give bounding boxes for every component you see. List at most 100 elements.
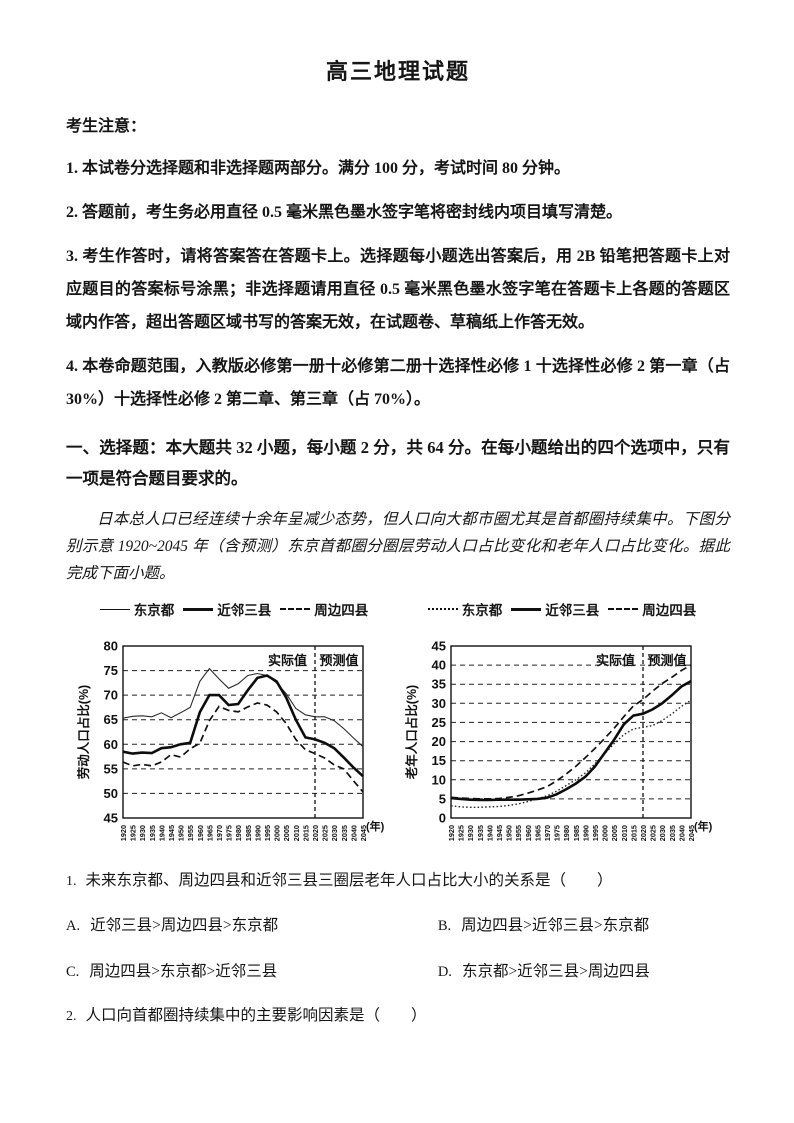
thick-line-icon — [183, 607, 214, 611]
svg-text:25: 25 — [432, 715, 446, 730]
legend-item-neighbor: 近邻三县 — [183, 599, 271, 619]
exam-page: 高三地理试题 考生注意： 1. 本试卷分选择题和非选择题两部分。满分 100 分… — [66, 59, 730, 1030]
svg-text:1995: 1995 — [591, 825, 600, 841]
legend-item-outer: 周边四县 — [608, 599, 696, 619]
actual-value-label: 实际值 — [268, 653, 307, 668]
option-d-text: 东京都>近邻三县>周边四县 — [461, 963, 650, 980]
svg-text:1985: 1985 — [244, 825, 253, 841]
labor-population-chart: 东京都 近邻三县 周边四县 实际值 预测值 劳动人口占比(%) (年) 45 50… — [75, 599, 393, 856]
question-1-options: A. 近邻三县>周边四县>东京都 B. 周边四县>近邻三县>东京都 C. 周边四县>东… — [66, 913, 730, 981]
svg-text:1930: 1930 — [466, 825, 475, 841]
svg-text:1945: 1945 — [495, 825, 504, 841]
svg-text:1955: 1955 — [186, 825, 195, 841]
dashed-line-icon — [280, 608, 311, 610]
question-text: 未来东京都、周边四县和近邻三县三圈层老年人口占比大小的关系是（ ） — [85, 872, 613, 889]
svg-text:2000: 2000 — [273, 825, 282, 841]
elderly-chart-legend: 东京都 近邻三县 周边四县 — [403, 599, 721, 619]
legend-label-outer: 周边四县 — [314, 603, 369, 618]
svg-text:2010: 2010 — [292, 825, 301, 841]
legend-label-outer: 周边四县 — [642, 603, 697, 618]
notice-item-1: 1. 本试卷分选择题和非选择题两部分。满分 100 分，考试时间 80 分钟。 — [66, 160, 571, 177]
svg-text:1980: 1980 — [234, 825, 243, 841]
svg-text:55: 55 — [104, 761, 118, 776]
svg-text:75: 75 — [104, 663, 118, 678]
svg-text:2020: 2020 — [311, 825, 320, 841]
svg-text:1990: 1990 — [253, 825, 262, 841]
svg-text:5: 5 — [439, 791, 446, 806]
svg-text:40: 40 — [432, 658, 446, 673]
svg-text:2015: 2015 — [301, 825, 310, 841]
svg-text:1935: 1935 — [148, 825, 157, 841]
question-number: 2. — [66, 1009, 77, 1024]
legend-label-tokyo: 东京都 — [461, 603, 503, 618]
svg-text:1960: 1960 — [524, 825, 533, 841]
notice-item-2: 2. 答题前，考生务必用直径 0.5 毫米黑色墨水签字笔将密封线内项目填写清楚。 — [66, 204, 623, 221]
page-title: 高三地理试题 — [325, 59, 470, 84]
svg-text:30: 30 — [432, 696, 446, 711]
question-passage: 日本总人口已经连续十余年呈减少态势，但人口向大都市圈尤其是首都圈持续集中。下图分… — [66, 511, 730, 582]
svg-text:15: 15 — [432, 753, 446, 768]
labor-chart-plot: 实际值 预测值 劳动人口占比(%) (年) 45 50 55 60 65 70 75 80 19… — [76, 639, 385, 842]
option-a-label: A. — [66, 918, 81, 934]
legend-item-neighbor: 近邻三县 — [511, 599, 599, 619]
svg-text:2020: 2020 — [639, 825, 648, 841]
option-b: B. 周边四县>近邻三县>东京都 — [438, 913, 730, 935]
actual-value-label: 实际值 — [596, 653, 635, 668]
svg-text:1970: 1970 — [543, 825, 552, 841]
figure-charts: 东京都 近邻三县 周边四县 实际值 预测值 劳动人口占比(%) (年) 45 50… — [66, 599, 730, 856]
legend-label-neighbor: 近邻三县 — [545, 603, 600, 618]
elderly-population-chart: 东京都 近邻三县 周边四县 实际值 预测值 老年人口占比(%) (年) 0 5 10… — [403, 599, 721, 856]
svg-text:1925: 1925 — [457, 825, 466, 841]
svg-text:1965: 1965 — [205, 825, 214, 841]
section-heading: 一、选择题：本大题共 32 小题，每小题 2 分，共 64 分。在每小题给出的四… — [66, 438, 730, 488]
question-text: 人口向首都圈持续集中的主要影响因素是（ ） — [85, 1007, 427, 1024]
legend-item-outer: 周边四县 — [280, 599, 368, 619]
option-c-label: C. — [66, 964, 80, 980]
option-c: C. 周边四县>东京都>近邻三县 — [66, 959, 438, 981]
option-c-text: 周边四县>东京都>近邻三县 — [89, 963, 278, 980]
svg-text:2025: 2025 — [321, 825, 330, 841]
svg-text:35: 35 — [432, 677, 446, 692]
svg-text:1955: 1955 — [514, 825, 523, 841]
option-d-label: D. — [437, 964, 452, 980]
svg-text:1920: 1920 — [447, 825, 456, 841]
elderly-chart-plot: 实际值 预测值 老年人口占比(%) (年) 051015202530354045… — [404, 639, 713, 842]
svg-text:2030: 2030 — [330, 825, 339, 841]
legend-label-neighbor: 近邻三县 — [217, 603, 272, 618]
svg-text:1920: 1920 — [119, 825, 128, 841]
svg-text:10: 10 — [432, 772, 446, 787]
svg-text:2035: 2035 — [340, 825, 349, 841]
svg-text:1965: 1965 — [533, 825, 542, 841]
labor-y-axis-label: 劳动人口占比(%) — [76, 685, 91, 779]
svg-text:45: 45 — [104, 811, 118, 826]
thick-line-icon — [511, 607, 542, 611]
svg-text:2040: 2040 — [349, 825, 358, 841]
svg-text:2025: 2025 — [649, 825, 658, 841]
svg-text:2015: 2015 — [629, 825, 638, 841]
svg-text:1980: 1980 — [562, 825, 571, 841]
svg-text:70: 70 — [104, 688, 118, 703]
svg-text:60: 60 — [104, 737, 118, 752]
svg-text:2030: 2030 — [658, 825, 667, 841]
legend-item-tokyo: 东京都 — [99, 599, 175, 619]
svg-text:65: 65 — [104, 712, 118, 727]
question-number: 1. — [66, 874, 77, 889]
svg-text:2000: 2000 — [601, 825, 610, 841]
option-b-label: B. — [437, 918, 452, 934]
elderly-x-axis-label: (年) — [694, 819, 713, 833]
svg-text:1935: 1935 — [476, 825, 485, 841]
thin-line-icon — [99, 608, 130, 610]
svg-text:1945: 1945 — [167, 825, 176, 841]
question-1-text: 1. 未来东京都、周边四县和近邻三县三圈层老年人口占比大小的关系是（ ） — [66, 868, 730, 895]
option-d: D. 东京都>近邻三县>周边四县 — [438, 959, 730, 981]
option-a: A. 近邻三县>周边四县>东京都 — [66, 913, 438, 935]
question-2: 2. 人口向首都圈持续集中的主要影响因素是（ ） — [66, 1003, 730, 1030]
labor-chart-legend: 东京都 近邻三县 周边四县 — [75, 599, 393, 619]
svg-text:1970: 1970 — [215, 825, 224, 841]
svg-text:1975: 1975 — [225, 825, 234, 841]
option-b-text: 周边四县>近邻三县>东京都 — [461, 917, 650, 934]
question-1: 1. 未来东京都、周边四县和近邻三县三圈层老年人口占比大小的关系是（ ） A. 近邻… — [66, 868, 730, 981]
dashed-line-icon — [608, 608, 639, 610]
legend-label-tokyo: 东京都 — [133, 603, 175, 618]
notice-heading: 考生注意： — [66, 118, 147, 135]
